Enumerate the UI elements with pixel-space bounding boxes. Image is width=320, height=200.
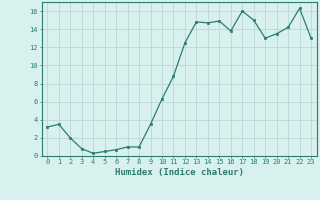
X-axis label: Humidex (Indice chaleur): Humidex (Indice chaleur) bbox=[115, 168, 244, 177]
